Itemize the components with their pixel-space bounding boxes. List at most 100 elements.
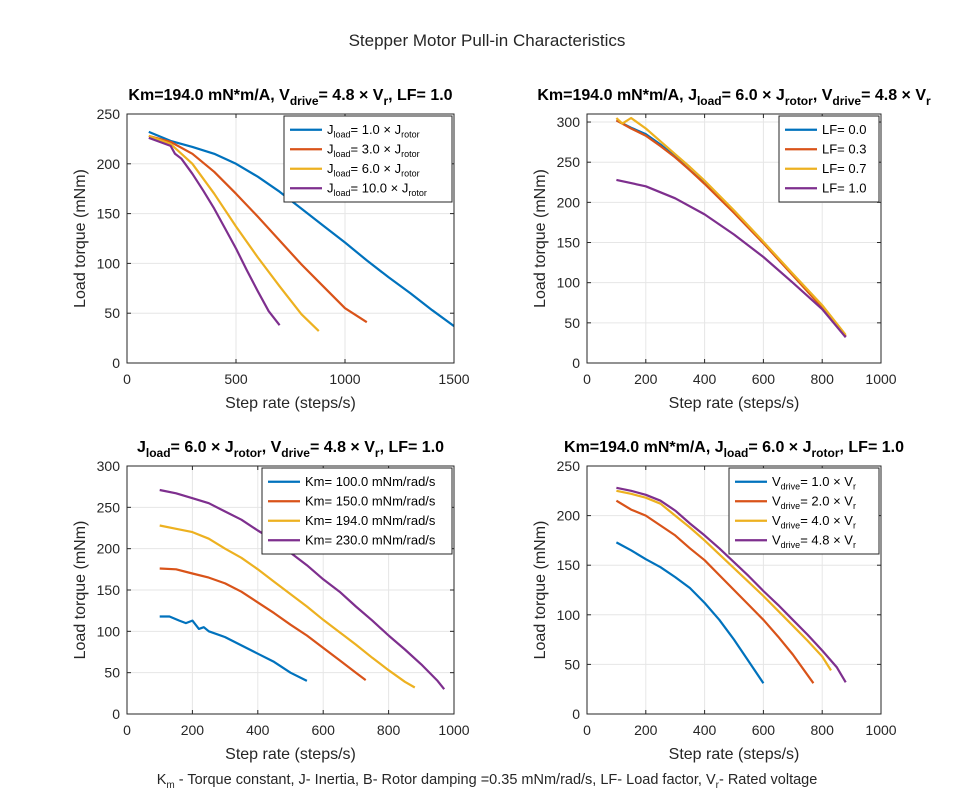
- series-line-2: [148, 134, 368, 324]
- y-tick-label: 250: [557, 458, 581, 474]
- legend-label-1-part-3: r: [853, 482, 856, 492]
- y-tick-label: 100: [97, 255, 121, 271]
- legend-label-4-part-0: J: [327, 180, 334, 195]
- chart-title-part-2: = 4.8 × V: [319, 87, 384, 104]
- y-tick-label: 250: [97, 106, 121, 122]
- legend-label-1-part-1: load: [334, 130, 351, 140]
- chart-title-part-3: rotor: [785, 94, 813, 108]
- legend-label-2: LF= 0.3: [822, 141, 866, 156]
- x-tick-label: 500: [224, 371, 248, 387]
- series-line-4: [616, 178, 847, 339]
- series-line-4: [616, 486, 847, 683]
- legend-label-3-part-2: = 6.0 × J: [351, 161, 402, 176]
- x-tick-label: 200: [634, 722, 658, 738]
- y-tick-label: 50: [104, 665, 120, 681]
- legend-label-2-part-0: LF= 0.3: [822, 141, 866, 156]
- chart-title-part-5: drive: [832, 94, 861, 108]
- chart-title-part-2: = 6.0 × J: [171, 439, 234, 456]
- chart-title-part-8: , LF= 1.0: [380, 439, 445, 456]
- chart-title-part-2: = 6.0 × J: [748, 439, 811, 456]
- legend-label-2-part-2: = 3.0 × J: [351, 141, 402, 156]
- series-line-4: [159, 488, 446, 690]
- legend-label-1-part-3: rotor: [401, 130, 420, 140]
- legend-label-4-part-2: = 4.8 × V: [800, 532, 853, 547]
- chart-3: 0 200 400 600 800 1000 0 50 100 150 200 250 300 Step …: [72, 439, 470, 763]
- x-tick-label: 600: [312, 722, 336, 738]
- legend: Km= 100.0 mNm/rad/s Km= 150.0 mNm/rad/s Km…: [261, 467, 453, 555]
- chart-title-part-0: Km=194.0 mN*m/A, J: [537, 87, 697, 104]
- x-tick-label: 800: [377, 722, 401, 738]
- x-axis-label: Step rate (steps/s): [225, 395, 356, 412]
- x-tick-label: 200: [181, 722, 205, 738]
- y-tick-label: 250: [557, 154, 581, 170]
- legend-label-4-part-3: r: [853, 540, 856, 550]
- chart-title-part-4: , V: [813, 87, 833, 104]
- y-tick-label: 200: [97, 156, 121, 172]
- chart-title-part-4: , LF= 1.0: [388, 87, 453, 104]
- chart-title-part-7: r: [375, 446, 380, 460]
- series-line-1: [148, 130, 454, 327]
- y-tick-label: 0: [572, 706, 580, 722]
- chart-title-part-3: rotor: [812, 446, 840, 460]
- legend-label-1-part-0: V: [772, 474, 781, 489]
- figure-title: Stepper Motor Pull-in Characteristics: [348, 31, 626, 50]
- x-tick-label: 400: [693, 371, 717, 387]
- legend-label-4-part-0: V: [772, 532, 781, 547]
- y-axis-label: Load torque (mNm): [72, 521, 89, 660]
- y-tick-label: 200: [557, 508, 581, 524]
- chart-title-part-1: drive: [290, 94, 319, 108]
- legend-label-2-part-1: load: [334, 149, 351, 159]
- legend-label-2-part-3: rotor: [401, 149, 420, 159]
- chart-title-part-6: = 4.8 × V: [310, 439, 375, 456]
- legend-label-3-part-3: rotor: [401, 169, 420, 179]
- legend-label-2-part-0: V: [772, 493, 781, 508]
- y-tick-label: 100: [97, 623, 121, 639]
- x-tick-label: 400: [693, 722, 717, 738]
- legend-label-2: Km= 150.0 mNm/rad/s: [305, 493, 436, 508]
- y-tick-label: 100: [557, 607, 581, 623]
- x-tick-label: 0: [123, 371, 131, 387]
- legend-label-2-part-0: Km= 150.0 mNm/rad/s: [305, 493, 436, 508]
- legend-label-1: LF= 0.0: [822, 122, 866, 137]
- figure-footnote: Km - Torque constant, J- Inertia, B- Rot…: [0, 772, 974, 791]
- chart-title-part-3: r: [383, 94, 388, 108]
- legend-label-3-part-0: J: [327, 161, 334, 176]
- x-tick-label: 1000: [865, 371, 896, 387]
- series-line-1: [615, 541, 765, 684]
- x-tick-label: 1000: [865, 722, 896, 738]
- x-tick-label: 0: [583, 722, 591, 738]
- legend-label-3-part-1: drive: [781, 521, 801, 531]
- legend-label-1-part-2: = 1.0 × J: [351, 122, 402, 137]
- legend-label-1-part-0: LF= 0.0: [822, 122, 866, 137]
- y-tick-label: 0: [112, 706, 120, 722]
- chart-1: 0 500 1000 1500 0 50 100 150 200 250 Step rate (st…: [72, 87, 470, 412]
- legend-label-4: Jload= 10.0 × Jrotor: [327, 180, 427, 198]
- y-tick-label: 50: [564, 656, 580, 672]
- chart-title-part-5: drive: [281, 446, 310, 460]
- series-line-3: [148, 134, 320, 332]
- chart-title-part-0: Km=194.0 mN*m/A, V: [128, 87, 290, 104]
- legend-label-2: Vdrive= 2.0 × Vr: [772, 493, 856, 511]
- legend-label-4-part-0: LF= 1.0: [822, 180, 866, 195]
- chart-title-part-4: , V: [262, 439, 282, 456]
- chart-4: 0 200 400 600 800 1000 0 50 100 150 200 250 Step rat…: [532, 439, 904, 763]
- x-tick-label: 1000: [438, 722, 469, 738]
- legend-label-2-part-2: = 2.0 × V: [800, 493, 853, 508]
- legend-label-1: Km= 100.0 mNm/rad/s: [305, 474, 436, 489]
- legend-label-1: Vdrive= 1.0 × Vr: [772, 474, 856, 492]
- y-tick-label: 150: [97, 206, 121, 222]
- chart-title-part-0: Km=194.0 mN*m/A, J: [564, 439, 724, 456]
- x-tick-label: 1500: [438, 371, 469, 387]
- y-tick-label: 150: [557, 557, 581, 573]
- x-tick-label: 0: [583, 371, 591, 387]
- legend-label-4-part-0: Km= 230.0 mNm/rad/s: [305, 532, 436, 547]
- legend-label-2: Jload= 3.0 × Jrotor: [327, 141, 420, 159]
- legend-label-2-part-3: r: [853, 501, 856, 511]
- series-line-1: [159, 615, 308, 682]
- y-tick-label: 250: [97, 499, 121, 515]
- legend-label-1-part-0: J: [327, 122, 334, 137]
- chart-title-part-1: load: [724, 446, 749, 460]
- chart-title: Jload= 6.0 × Jrotor, Vdrive= 4.8 × Vr, L…: [137, 439, 444, 460]
- legend-label-1-part-0: Km= 100.0 mNm/rad/s: [305, 474, 436, 489]
